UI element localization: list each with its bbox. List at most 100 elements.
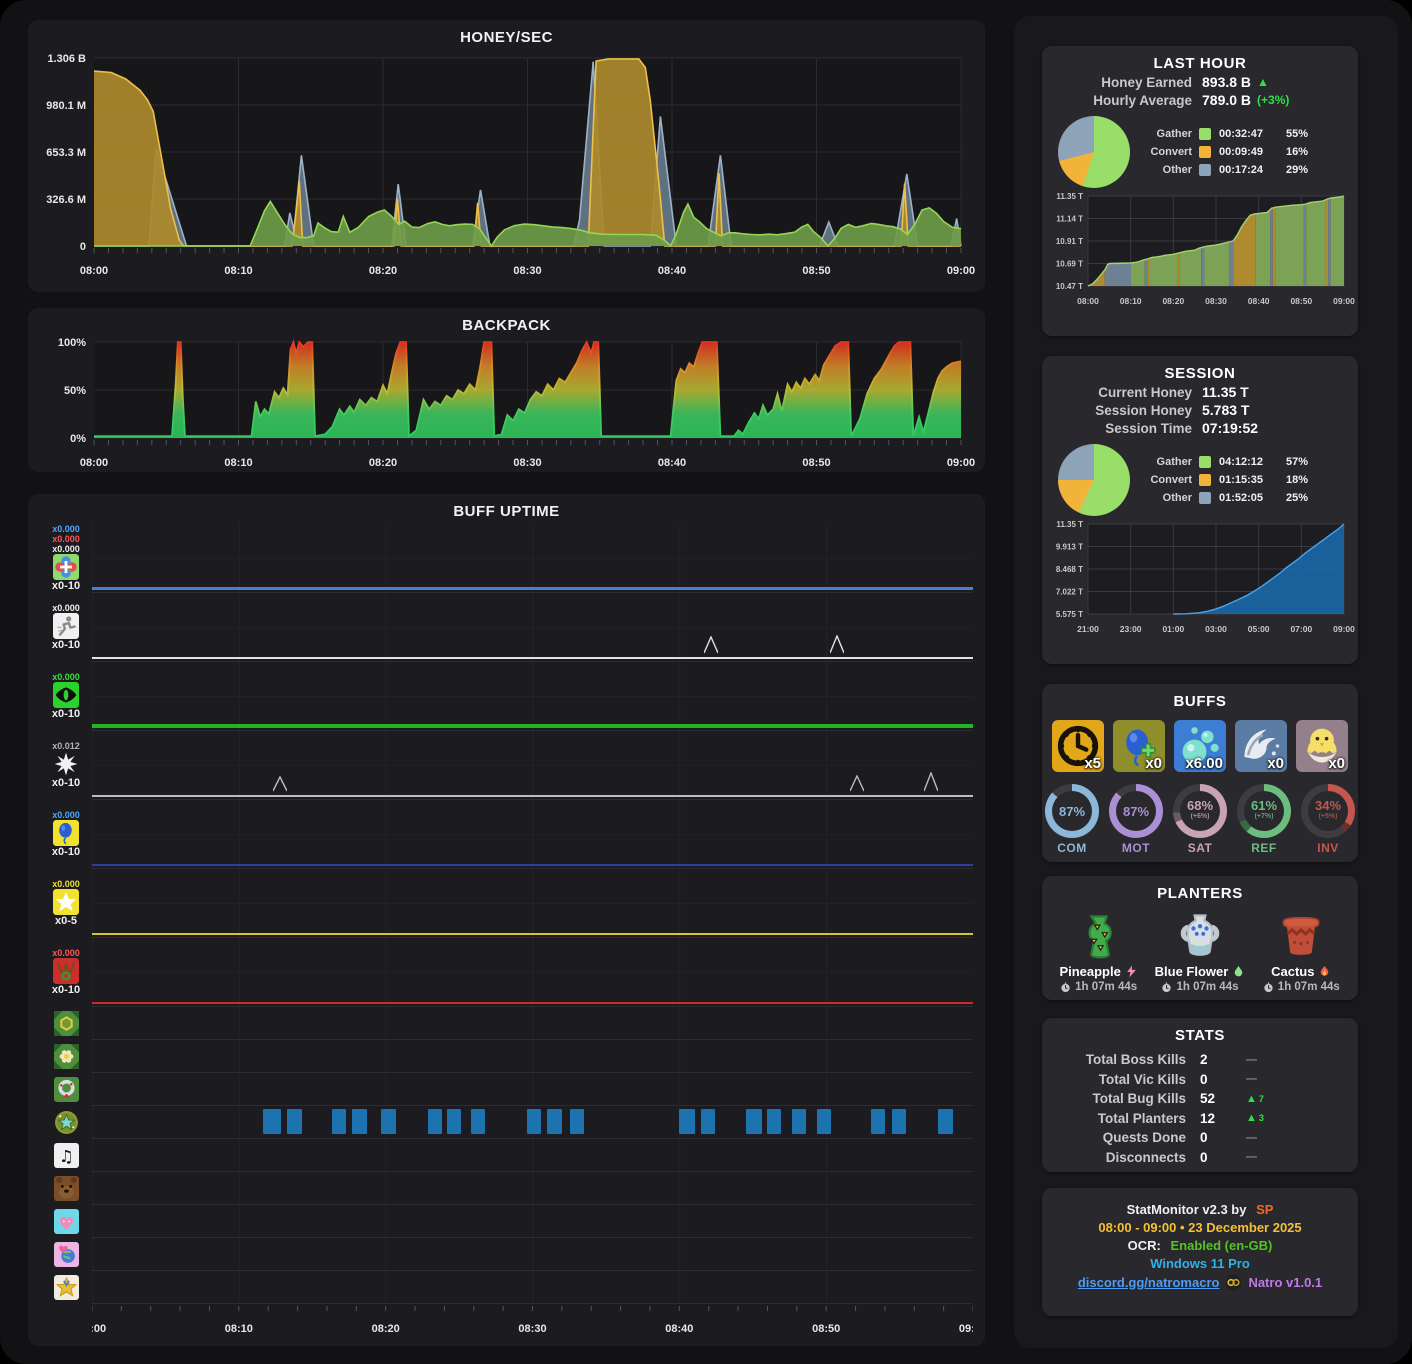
buff-tile-multiplier: x6.00: [1185, 755, 1223, 772]
gauge-percent: 87%: [1058, 803, 1086, 819]
mini-x-label: 08:20: [1162, 296, 1184, 306]
gauge-mot: 87% MOT: [1108, 784, 1164, 855]
backpack-title: BACKPACK: [462, 317, 551, 334]
buff-multiplier-label: x0.000: [52, 672, 80, 682]
clock-icon: [1057, 725, 1099, 767]
buff-row-flower-field: [40, 1040, 973, 1073]
honey-sec-chart: 1.306 B 980.1 M 653.3 M 326.6 M 0 08:00 08:10 0…: [28, 20, 985, 292]
buff-range-label: x0-10: [51, 708, 81, 720]
y-axis-label: 0%: [70, 433, 86, 445]
planter-timer-row: 1h 07m 44s: [1060, 981, 1137, 993]
buff-uptime-line: [92, 795, 973, 797]
value-number: 789.0 B: [1202, 92, 1252, 108]
mini-y-label: 11.35 T: [1056, 192, 1083, 201]
mini-x-label: 08:10: [1120, 296, 1142, 306]
planter-pineapple-planter: Pineapple 1h 07m 44s: [1049, 910, 1149, 993]
legend-name: Convert: [1150, 146, 1192, 158]
about-line: StatMonitor v2.3 by SP: [1127, 1202, 1274, 1217]
delta-amount: 3: [1258, 1113, 1264, 1124]
legend-swatch: [1199, 456, 1211, 468]
stat-label: Disconnects: [1105, 1149, 1186, 1165]
gauge-label: MOT: [1121, 841, 1151, 855]
buff-uptime-line: [92, 864, 973, 866]
buff-lane-star-badge: [92, 1271, 973, 1304]
value-number: 5.783 T: [1202, 402, 1250, 418]
buff-tile-multiplier: x0: [1145, 755, 1162, 772]
mini-x-label: 05:00: [1248, 624, 1270, 634]
buff-uptime-bar: [817, 1109, 832, 1134]
stat-value: 2: [1200, 1052, 1208, 1068]
buff-uptime-bar: [427, 1109, 442, 1134]
stats-title: STATS: [1175, 1027, 1225, 1044]
buff-range-label: x0-10: [51, 984, 81, 996]
buff-uptime-bar: [527, 1109, 542, 1134]
discord-link[interactable]: discord.gg/natromacro: [1077, 1275, 1220, 1290]
natro-logo-icon: [1226, 1274, 1242, 1291]
buff-row-music: ♫: [40, 1139, 973, 1172]
y-axis-label: 326.6 M: [46, 194, 86, 206]
buff-uptime-spike: [923, 771, 939, 797]
x-axis-label: 08:00: [92, 1323, 106, 1335]
reindeer-icon: [53, 958, 79, 984]
value-label: Honey Earned: [1101, 74, 1192, 90]
haste-icon: [53, 613, 79, 639]
gauge-center: 68% (+6%): [1173, 784, 1227, 838]
buff-row-hex-field: [40, 1007, 973, 1040]
planter-timer: 1h 07m 44s: [1277, 981, 1340, 993]
wave-icon: [1244, 729, 1280, 759]
legend-row: Other 00:17:24 29%: [1140, 164, 1318, 176]
buff-multiplier-label: x0.000: [52, 879, 80, 889]
buff-uptime-line: [92, 724, 973, 728]
buff-uptime-axis: 08:00 08:10 08:20 08:30 08:40 08:50 09:00: [78, 1304, 987, 1340]
about-card: StatMonitor v2.3 by SP 08:00 - 09:00 • 23…: [1042, 1188, 1358, 1316]
about-text: Windows 11 Pro: [1150, 1256, 1250, 1271]
gauge-ring-com: 87%: [1045, 784, 1099, 838]
gauge-com: 87% COM: [1044, 784, 1100, 855]
stat-row: Quests Done 0 —: [1042, 1128, 1358, 1148]
buff-row-reindeer: x0.000 x0-10: [40, 938, 973, 1007]
up-arrow-icon: ▲: [1246, 1092, 1257, 1105]
cactus-planter-icon: [1282, 916, 1320, 955]
buff-row-label-wreath: [40, 1073, 92, 1106]
buff-uptime-bar: [331, 1109, 346, 1134]
buff-row-label-star-jelly: [40, 1106, 92, 1139]
planter-drop-icon: [1232, 965, 1245, 978]
buff-uptime-bar: [547, 1109, 562, 1134]
mini-x-label: 23:00: [1120, 624, 1142, 634]
balloon-icon: [53, 820, 79, 846]
session-mini-chart: 11.35 T 9.913 T 8.468 T 7.022 T 5.575 T 21:00…: [1042, 520, 1358, 638]
legend-time: 00:09:49: [1219, 146, 1264, 158]
value-text: 789.0 B (+3%): [1202, 92, 1358, 108]
planter-cactus-planter: Cactus 1h 07m 44s: [1251, 910, 1351, 993]
mini-y-label: 11.35 T: [1056, 520, 1083, 529]
buff-uptime-bar: [351, 1109, 367, 1134]
legend-time: 01:15:35: [1219, 474, 1264, 486]
gauge-inv: 34% (+5%) INV: [1300, 784, 1356, 855]
x-axis-label: 08:10: [224, 457, 252, 469]
bolt-icon: [1127, 965, 1136, 978]
last-hour-pie-chart: [1058, 116, 1130, 188]
buff-multiplier-label: x0.000: [52, 810, 80, 820]
mini-x-label: 21:00: [1077, 624, 1099, 634]
gauge-label: COM: [1057, 841, 1087, 855]
buff-uptime-bar: [569, 1109, 584, 1134]
last-hour-values: Honey Earned 893.8 B ▲ Hourly Average 789.0 …: [1042, 74, 1358, 108]
legend-swatch: [1199, 474, 1211, 486]
stat-delta: —: [1246, 1054, 1306, 1066]
buff-lane-focus: [92, 524, 973, 593]
x-axis-label: 09:00: [947, 265, 975, 277]
buff-uptime-bar: [700, 1109, 715, 1134]
bear-icon: [53, 1176, 79, 1201]
legend-swatch: [1199, 146, 1211, 158]
mini-y-label: 10.69 T: [1056, 260, 1083, 269]
mini-y-label: 10.47 T: [1056, 282, 1083, 291]
timer-icon: [1264, 981, 1273, 992]
y-axis-label: 653.3 M: [46, 147, 86, 159]
x-axis-label: 08:40: [658, 265, 686, 277]
buff-lane-bear: [92, 1172, 973, 1205]
gauge-label: INV: [1317, 841, 1339, 855]
last-hour-title: LAST HOUR: [1153, 55, 1247, 72]
buff-row-focus: x0.000 x0.000 x0.000 x0-10: [40, 524, 973, 593]
last-hour-card: LAST HOUR Honey Earned 893.8 B ▲ Hourly Ave…: [1042, 46, 1358, 336]
gauge-center: 87%: [1045, 784, 1099, 838]
